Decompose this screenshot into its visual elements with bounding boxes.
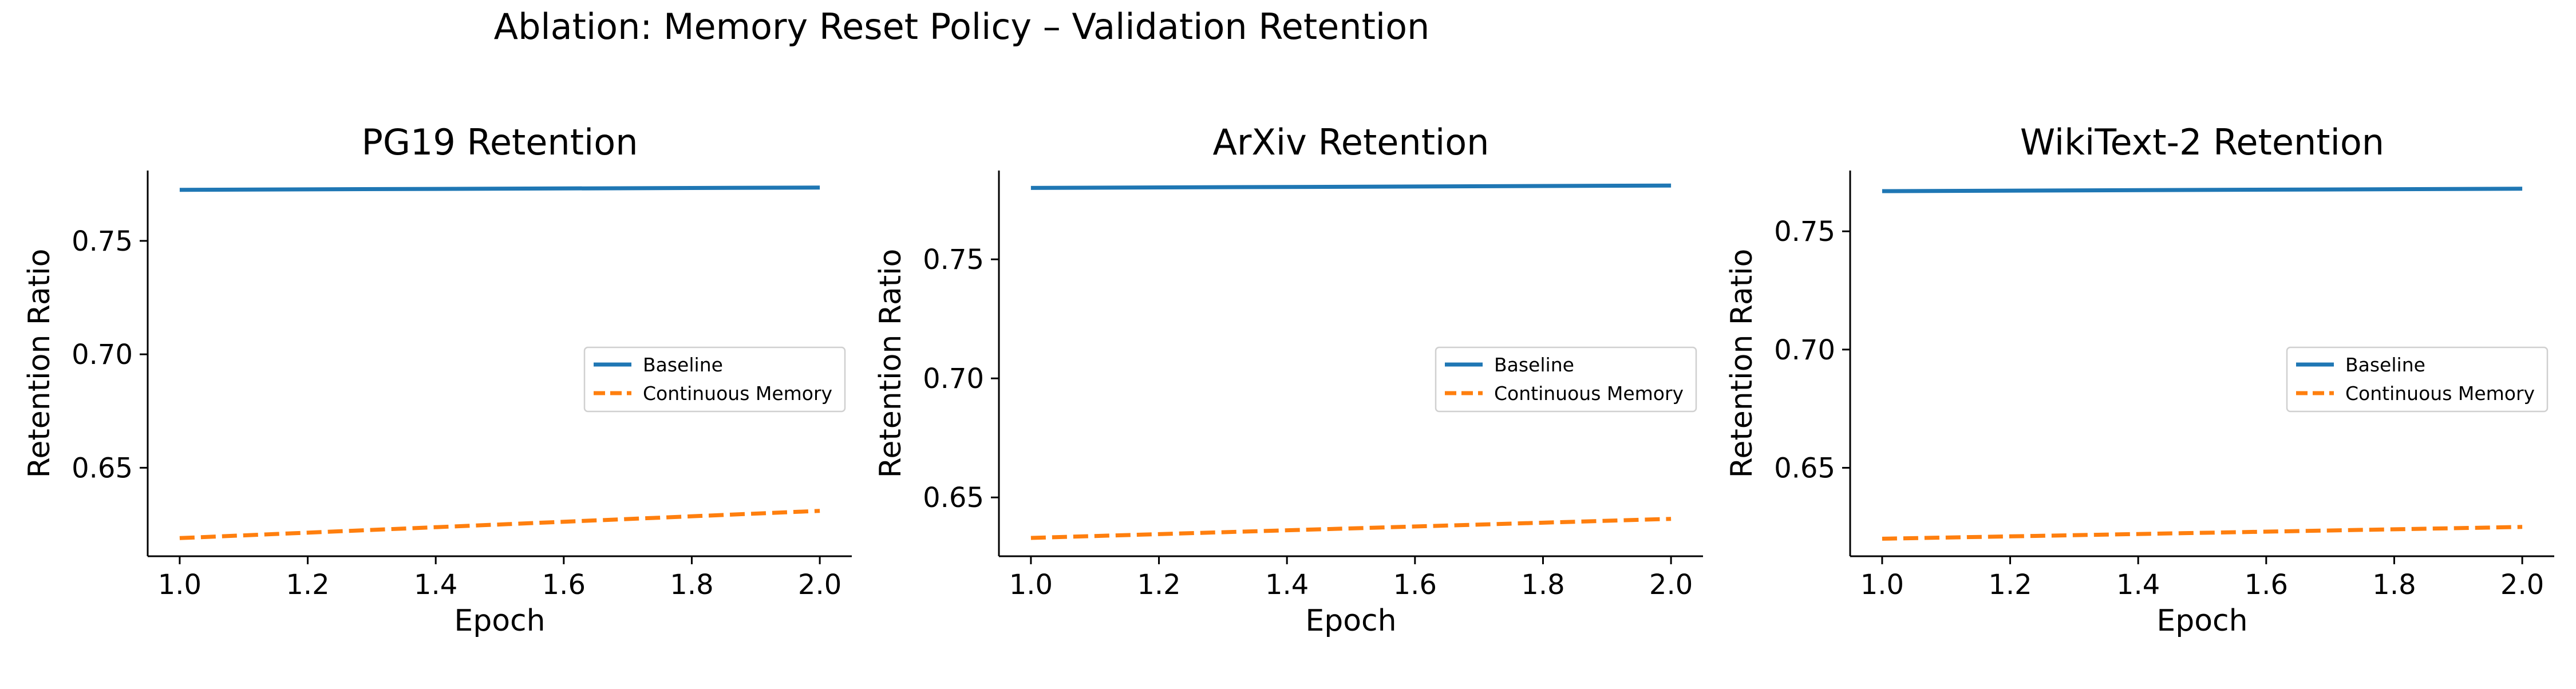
- y-tick-label: 0.75: [923, 244, 984, 276]
- x-tick-label: 1.6: [1393, 569, 1437, 601]
- legend: Baseline Continuous Memory: [1435, 346, 1697, 413]
- y-tick-label: 0.65: [923, 482, 984, 514]
- x-axis-label: Epoch: [2156, 604, 2247, 638]
- y-axis-label: Retention Ratio: [22, 249, 57, 478]
- x-tick-label: 1.8: [2372, 569, 2416, 601]
- x-axis-label: Epoch: [1305, 604, 1396, 638]
- panel-title: PG19 Retention: [362, 121, 638, 163]
- series-line-baseline: [1882, 187, 2523, 193]
- x-tick-label: 1.0: [1860, 569, 1904, 601]
- y-axis-label: Retention Ratio: [1725, 249, 1759, 478]
- x-tick-label: 1.2: [1137, 569, 1180, 601]
- legend-label: Baseline: [1494, 354, 1574, 376]
- x-tick-label: 1.8: [670, 569, 713, 601]
- x-tick-label: 2.0: [798, 569, 841, 601]
- figure-suptitle: Ablation: Memory Reset Policy – Validati…: [494, 6, 1430, 47]
- x-tick-label: 1.0: [158, 569, 202, 601]
- y-axis-label: Retention Ratio: [874, 249, 908, 478]
- y-tick-label: 0.75: [72, 225, 133, 258]
- legend-frame: [583, 346, 846, 413]
- x-tick-label: 1.8: [1521, 569, 1564, 601]
- y-tick-label: 0.75: [1774, 216, 1835, 248]
- panel-3: WikiText-2 Retention 1.0 1.2 1.4 1.6 1.8 2.0 0.…: [1725, 121, 2554, 638]
- x-tick-label: 1.6: [2245, 569, 2288, 601]
- legend: Baseline Continuous Memory: [583, 346, 846, 413]
- series-line-baseline: [179, 185, 820, 192]
- y-tick-label: 0.70: [72, 339, 133, 371]
- legend-label: Continuous Memory: [2345, 382, 2535, 405]
- series-line-continuous-memory: [1882, 525, 2523, 541]
- y-tick-label: 0.70: [923, 363, 984, 395]
- x-tick-label: 1.2: [286, 569, 329, 601]
- panel-1: PG19 Retention 1.0 1.2 1.4 1.6 1.8 2.0 0.65 0.70…: [22, 121, 852, 638]
- legend-label: Baseline: [643, 354, 723, 376]
- panel-2: ArXiv Retention 1.0 1.2 1.4 1.6 1.8 2.0 0.65 0.7…: [874, 121, 1703, 638]
- legend-frame: [1435, 346, 1697, 413]
- legend-label: Baseline: [2345, 354, 2425, 376]
- panel-title: ArXiv Retention: [1213, 121, 1490, 163]
- series-line-continuous-memory: [1030, 517, 1672, 540]
- series-line-continuous-memory: [179, 509, 820, 540]
- x-tick-label: 1.4: [414, 569, 457, 601]
- x-tick-label: 1.6: [542, 569, 586, 601]
- x-axis-label: Epoch: [454, 604, 545, 638]
- y-tick-label: 0.65: [1774, 452, 1835, 484]
- x-tick-label: 1.0: [1009, 569, 1053, 601]
- series-line-baseline: [1030, 183, 1672, 190]
- legend-label: Continuous Memory: [643, 382, 832, 405]
- legend-frame: [2286, 346, 2549, 413]
- y-tick-label: 0.70: [1774, 334, 1835, 366]
- x-tick-label: 1.4: [1265, 569, 1309, 601]
- x-tick-label: 1.4: [2116, 569, 2160, 601]
- legend: Baseline Continuous Memory: [2286, 346, 2549, 413]
- x-tick-label: 2.0: [2500, 569, 2544, 601]
- panel-title: WikiText-2 Retention: [2020, 121, 2384, 163]
- y-tick-label: 0.65: [72, 452, 133, 484]
- legend-label: Continuous Memory: [1494, 382, 1684, 405]
- x-tick-label: 1.2: [1988, 569, 2032, 601]
- x-tick-label: 2.0: [1649, 569, 1693, 601]
